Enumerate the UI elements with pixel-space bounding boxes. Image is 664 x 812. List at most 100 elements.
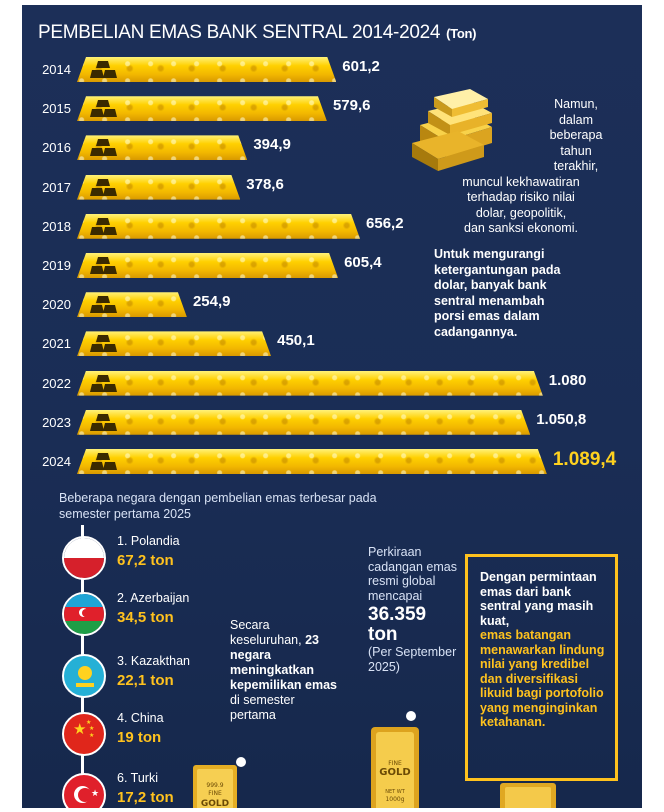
- value-label: 1.089,4: [552, 449, 617, 470]
- side-note-bold-line: ketergantungan pada: [434, 262, 561, 277]
- azerbaijan-flag-icon: [62, 592, 106, 636]
- gold-ingot-icon: [90, 335, 117, 353]
- bar: [77, 371, 543, 396]
- year-label: 2019: [42, 258, 71, 273]
- side-note-line: beberapa: [549, 128, 603, 142]
- bar: [77, 449, 547, 474]
- gold-ingot-icon: [90, 61, 117, 78]
- bar: [77, 253, 338, 278]
- gold-bar-left-mark-3: GOLD: [201, 799, 229, 808]
- bar: [77, 96, 327, 121]
- year-label: 2023: [42, 414, 71, 430]
- country-name: 4. China: [117, 711, 164, 725]
- summary-text: Secara keseluruhan, 23 negara meningkatk…: [230, 618, 340, 723]
- side-note-line: muncul kekhawatiran: [462, 174, 580, 189]
- country-value: 67,2 ton: [117, 552, 174, 569]
- side-note-line: dalam: [558, 112, 594, 127]
- side-note-bold-line: Untuk mengurangi: [434, 247, 545, 261]
- value-label: 579,6: [332, 97, 371, 115]
- summary-line2: di semester pertama: [230, 693, 295, 722]
- year-label: 2021: [42, 336, 71, 352]
- year-label: 2018: [42, 218, 71, 234]
- bar: [77, 57, 336, 82]
- gold-bar-middle-mark-1: FINE: [388, 760, 402, 767]
- value-label: 1.080: [548, 371, 587, 389]
- side-note-line: dolar, geopolitik,: [475, 205, 567, 220]
- value-label: 605,4: [344, 254, 382, 271]
- side-note-bold-line: porsi emas dalam: [434, 309, 540, 323]
- gold-ingot-icon: [90, 374, 117, 392]
- gold-bar-middle-mark-2: GOLD: [379, 767, 410, 778]
- bar: [77, 410, 530, 435]
- year-label: 2020: [42, 297, 71, 313]
- gold-ingot-icon: [90, 257, 117, 274]
- side-note-bold-line: cadangannya.: [434, 324, 518, 339]
- side-note-bold-line: sentral menambah: [434, 293, 545, 308]
- value-label: 254,9: [192, 293, 231, 311]
- gold-bars-image: [412, 89, 492, 171]
- side-note-line: terakhir,: [553, 159, 599, 173]
- title-unit: (Ton): [446, 26, 477, 41]
- estimate-note: (Per September 2025): [368, 645, 457, 674]
- gold-ingot-icon: [90, 178, 117, 196]
- side-note-line: Namun,: [554, 97, 598, 111]
- year-label: 2014: [42, 62, 71, 77]
- year-label: 2017: [42, 179, 71, 195]
- infographic: PEMBELIAN EMAS BANK SENTRAL 2014-2024 (To…: [22, 5, 642, 808]
- timeline-dot: [236, 757, 246, 767]
- side-note-line: terhadap risiko nilai: [467, 190, 575, 204]
- country-name: 3. Kazakthan: [117, 654, 190, 668]
- gold-bar-middle-image: FINE GOLD NET WT 1000g: [371, 727, 419, 808]
- gold-bar-left-mark-2: FINE: [208, 790, 222, 797]
- timeline-dot: [406, 711, 416, 721]
- year-label: 2016: [42, 140, 71, 156]
- value-label: 1.050,8: [536, 410, 587, 428]
- country-name: 1. Polandia: [117, 534, 180, 548]
- gold-ingot-icon: [90, 296, 117, 314]
- country-value: 22,1 ton: [117, 672, 174, 689]
- kazakhstan-flag-icon: [62, 654, 106, 698]
- estimate-value: 36.359 ton: [368, 604, 427, 645]
- year-label: 2015: [42, 101, 71, 117]
- turkey-flag-icon: ★: [62, 773, 106, 808]
- side-note-bold-line: dolar, banyak bank: [434, 278, 547, 292]
- gold-ingot-icon: [90, 413, 117, 431]
- value-label: 394,9: [253, 136, 291, 154]
- gold-bar-left-mark-1: 999.9: [206, 782, 223, 789]
- gold-ingot-icon: [90, 453, 117, 470]
- value-label: 601,2: [342, 58, 380, 75]
- callout-box: Dengan permintaan emas dari bank sentral…: [465, 554, 618, 781]
- gold-bar-middle-mark-4: 1000g: [385, 796, 404, 803]
- country-value: 19 ton: [117, 729, 162, 746]
- gold-ingot-icon: [90, 100, 117, 118]
- country-value: 34,5 ton: [117, 609, 174, 626]
- country-value: 17,2 ton: [117, 789, 174, 806]
- countries-intro: Beberapa negara dengan pembelian emas te…: [59, 491, 377, 521]
- gold-ingot-icon: [90, 139, 117, 157]
- gold-bar-right-image: [500, 783, 556, 808]
- summary-bold: 23 negara meningkatkan kepemilikan emas: [230, 633, 338, 692]
- poland-flag-icon: [62, 536, 106, 580]
- callout-yellow-text: emas batangan menawarkan lindung nilai y…: [480, 628, 605, 729]
- reserve-estimate: Perkiraan cadangan emas resmi global men…: [368, 545, 458, 674]
- bar: [77, 214, 360, 239]
- year-label: 2022: [42, 375, 71, 391]
- chart-title: PEMBELIAN EMAS BANK SENTRAL 2014-2024 (To…: [38, 22, 476, 44]
- value-label: 450,1: [277, 332, 315, 350]
- gold-bar-middle-mark-3: NET WT: [385, 789, 405, 795]
- gold-bar-left-image: 999.9 FINE GOLD: [193, 765, 237, 808]
- side-note-line: dan sanksi ekonomi.: [464, 221, 578, 235]
- side-note-bold: Untuk mengurangi ketergantungan pada dolar…: [434, 247, 614, 340]
- year-label: 2024: [42, 454, 71, 469]
- side-note-text: Namun, dalam beberapa tahun terakhir, muncul …: [426, 97, 616, 237]
- title-text: PEMBELIAN EMAS BANK SENTRAL 2014-2024: [38, 22, 441, 43]
- country-name: 2. Azerbaijan: [117, 591, 190, 605]
- value-label: 378,6: [246, 175, 284, 193]
- country-name: 6. Turki: [117, 771, 158, 785]
- value-label: 656,2: [366, 214, 404, 232]
- side-note-line: tahun: [560, 143, 592, 158]
- gold-ingot-icon: [90, 217, 117, 235]
- summary-line1: Secara keseluruhan,: [230, 618, 302, 647]
- callout-white-text: Dengan permintaan emas dari bank sentral…: [480, 570, 597, 628]
- estimate-label: Perkiraan cadangan emas resmi global men…: [368, 545, 457, 603]
